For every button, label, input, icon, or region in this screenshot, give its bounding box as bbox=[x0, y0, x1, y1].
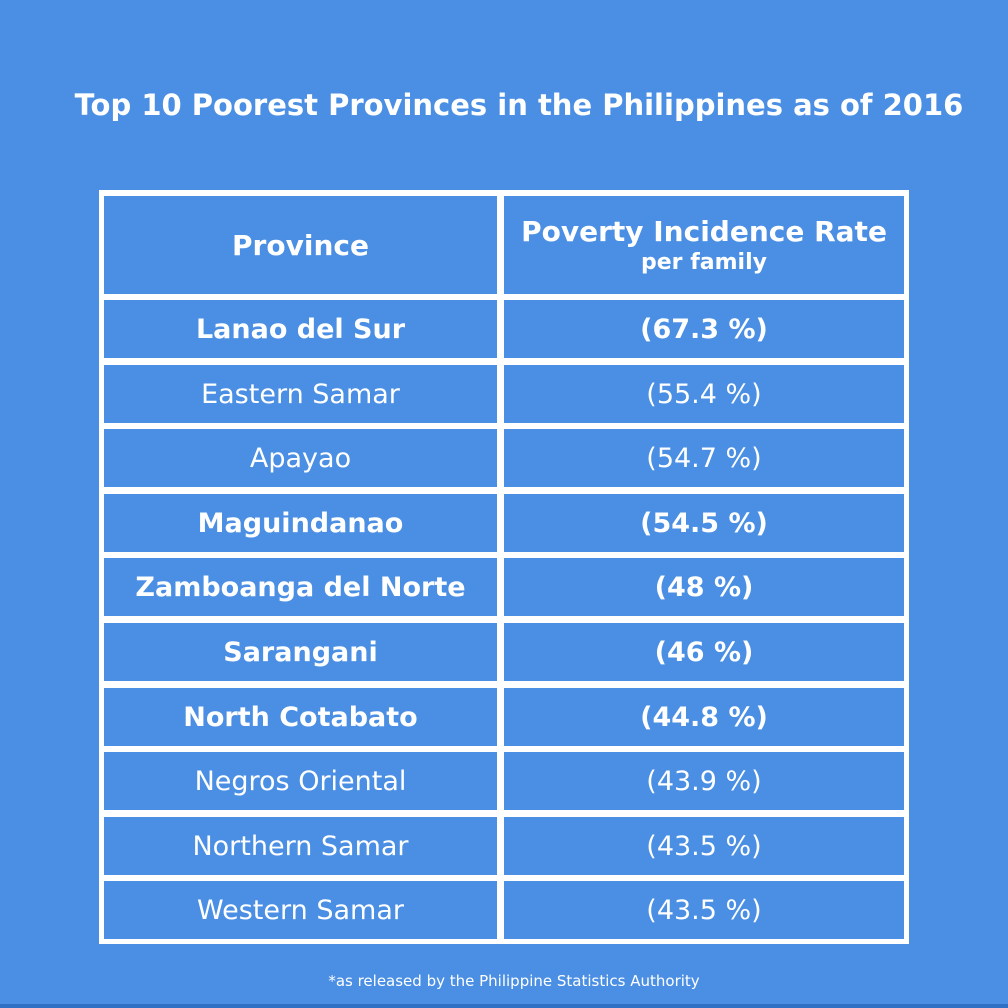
table-row-province-cell: North Cotabato bbox=[104, 688, 497, 746]
province-name: Lanao del Sur bbox=[195, 313, 406, 345]
header-cell-province: Province bbox=[104, 196, 497, 294]
province-name: Northern Samar bbox=[192, 830, 409, 862]
table-row-province-cell: Maguindanao bbox=[104, 494, 497, 552]
poverty-rate-value: (67.3 %) bbox=[640, 313, 768, 345]
table-row-province-cell: Western Samar bbox=[104, 881, 497, 939]
table-row-province-cell: Eastern Samar bbox=[104, 365, 497, 423]
table-row-province-cell: Negros Oriental bbox=[104, 752, 497, 810]
poverty-rate-value: (43.5 %) bbox=[646, 830, 762, 862]
poverty-rate-value: (48 %) bbox=[654, 571, 754, 603]
table-row-rate-cell: (46 %) bbox=[504, 623, 904, 681]
province-name: Zamboanga del Norte bbox=[135, 571, 466, 603]
poverty-table: Province Poverty Incidence Rate per fami… bbox=[99, 190, 909, 944]
province-name: Eastern Samar bbox=[201, 378, 400, 410]
header-province-label: Province bbox=[232, 228, 369, 262]
table-row-rate-cell: (54.5 %) bbox=[504, 494, 904, 552]
table-row-province-cell: Apayao bbox=[104, 429, 497, 487]
table-row-rate-cell: (43.5 %) bbox=[504, 817, 904, 875]
page-title: Top 10 Poorest Provinces in the Philippi… bbox=[74, 88, 964, 122]
header-cell-rate: Poverty Incidence Rate per family bbox=[504, 196, 904, 294]
province-name: Negros Oriental bbox=[194, 765, 407, 797]
header-rate-sublabel: per family bbox=[641, 249, 767, 275]
province-name: Apayao bbox=[249, 442, 352, 474]
table-row-rate-cell: (67.3 %) bbox=[504, 300, 904, 358]
footnote: *as released by the Philippine Statistic… bbox=[328, 972, 700, 990]
poverty-rate-value: (54.5 %) bbox=[640, 507, 768, 539]
province-name: Western Samar bbox=[197, 894, 404, 926]
table-row-province-cell: Zamboanga del Norte bbox=[104, 558, 497, 616]
table-row-province-cell: Sarangani bbox=[104, 623, 497, 681]
table-row-rate-cell: (43.9 %) bbox=[504, 752, 904, 810]
bottom-divider bbox=[0, 1004, 1008, 1008]
province-name: Maguindanao bbox=[197, 507, 404, 539]
table-row-rate-cell: (44.8 %) bbox=[504, 688, 904, 746]
table-row-rate-cell: (54.7 %) bbox=[504, 429, 904, 487]
poverty-rate-value: (46 %) bbox=[654, 636, 754, 668]
province-name: Sarangani bbox=[223, 636, 378, 668]
header-rate-label: Poverty Incidence Rate bbox=[521, 214, 887, 248]
table-row-province-cell: Lanao del Sur bbox=[104, 300, 497, 358]
poverty-rate-value: (44.8 %) bbox=[640, 701, 768, 733]
table-row-rate-cell: (48 %) bbox=[504, 558, 904, 616]
table-row-province-cell: Northern Samar bbox=[104, 817, 497, 875]
poverty-rate-value: (55.4 %) bbox=[646, 378, 762, 410]
province-name: North Cotabato bbox=[183, 701, 418, 733]
poverty-rate-value: (43.5 %) bbox=[646, 894, 762, 926]
table-row-rate-cell: (55.4 %) bbox=[504, 365, 904, 423]
poverty-rate-value: (43.9 %) bbox=[646, 765, 762, 797]
poverty-rate-value: (54.7 %) bbox=[646, 442, 762, 474]
table-row-rate-cell: (43.5 %) bbox=[504, 881, 904, 939]
